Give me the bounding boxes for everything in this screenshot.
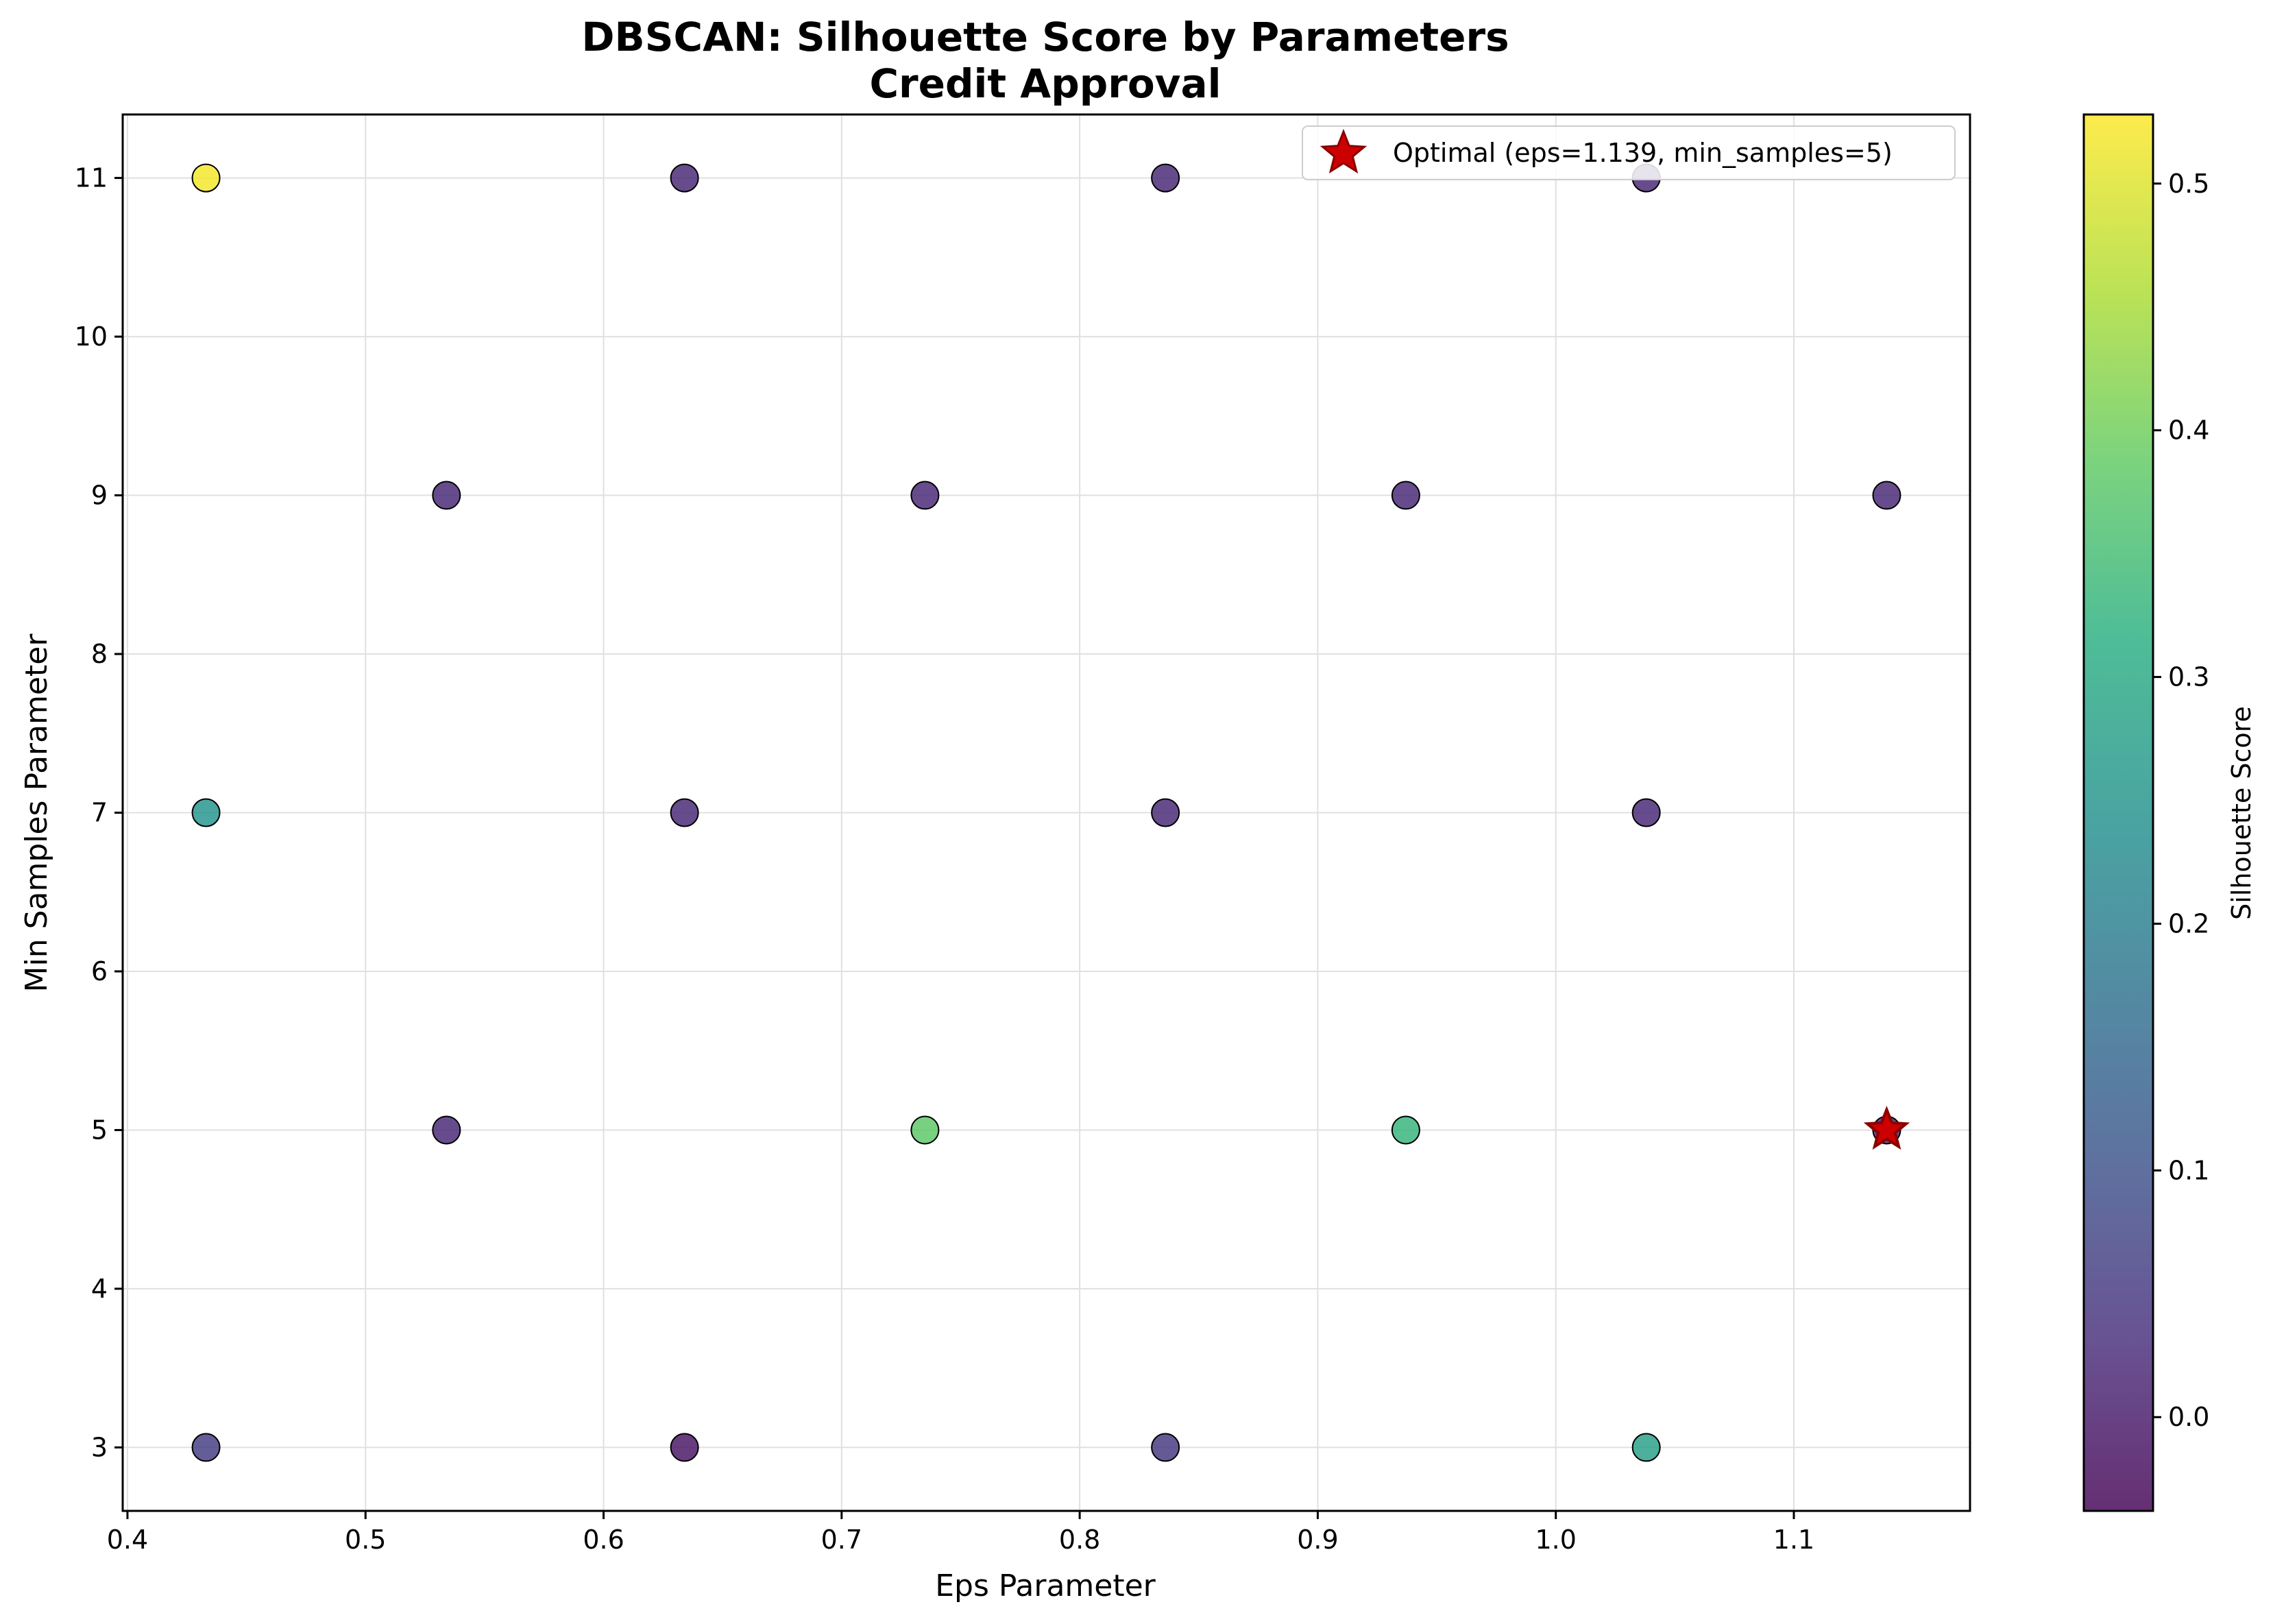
scatter-point [432, 1115, 461, 1145]
y-tick-label: 9 [91, 481, 108, 511]
optimal-star-marker [1863, 1106, 1910, 1150]
colorbar-tick-label: 0.1 [2168, 1155, 2209, 1185]
legend-star-icon [1320, 128, 1368, 174]
x-tick-label: 0.6 [583, 1525, 624, 1555]
y-tick-label: 10 [75, 322, 108, 352]
scatter-point [432, 481, 461, 510]
scatter-point [1391, 1115, 1420, 1145]
x-ticks: 0.4 0.5 0.6 0.7 0.8 0.9 1.0 1.1 [107, 1511, 1814, 1555]
x-tick-label: 0.4 [107, 1525, 148, 1555]
scatter-point [191, 798, 221, 827]
y-tick-label: 4 [91, 1274, 108, 1304]
y-tick-label: 6 [91, 956, 108, 986]
scatter-point [1151, 798, 1180, 827]
scatter-point [670, 163, 699, 193]
colorbar-tick-label: 0.3 [2168, 662, 2209, 692]
x-tick-label: 1.0 [1535, 1525, 1576, 1555]
points-layer [191, 163, 1901, 1462]
scatter-point [191, 163, 221, 193]
y-tick-label: 8 [91, 639, 108, 669]
scatter-point [1391, 481, 1420, 510]
y-ticks: 3 4 5 6 7 8 9 10 11 [75, 163, 123, 1462]
chart-subtitle: Credit Approval [869, 60, 1221, 107]
legend-label-optimal: Optimal (eps=1.139, min_samples=5) [1393, 138, 1893, 168]
colorbar [2082, 113, 2154, 1512]
colorbar-ticks: 0.0 0.1 0.2 0.3 0.4 0.5 [2153, 169, 2209, 1432]
scatter-point [910, 481, 940, 510]
optimal-marker-layer [1863, 1106, 1910, 1150]
scatter-point [1151, 1433, 1180, 1462]
colorbar-tick-label: 0.4 [2168, 415, 2209, 446]
y-axis-label: Min Samples Parameter [19, 633, 54, 993]
scatter-point [670, 798, 699, 827]
colorbar-label: Silhouette Score [2226, 706, 2257, 920]
y-tick-label: 11 [75, 163, 108, 193]
x-tick-label: 0.5 [345, 1525, 386, 1555]
grid-layer [123, 114, 1970, 1511]
legend: Optimal (eps=1.139, min_samples=5) [1302, 125, 1956, 180]
scatter-point [1151, 163, 1180, 193]
scatter-point [191, 1433, 221, 1462]
colorbar-tick-label: 0.5 [2168, 169, 2209, 199]
legend-box [1302, 125, 1956, 180]
y-tick-label: 3 [91, 1432, 108, 1462]
y-tick-label: 7 [91, 798, 108, 828]
x-tick-label: 0.7 [821, 1525, 862, 1555]
scatter-point [670, 1433, 699, 1462]
colorbar-tick-label: 0.2 [2168, 908, 2209, 938]
x-tick-label: 0.9 [1297, 1525, 1338, 1555]
scatter-point [1631, 798, 1661, 827]
colorbar-tick-label: 0.0 [2168, 1402, 2209, 1432]
y-tick-label: 5 [91, 1115, 108, 1145]
x-axis-label: Eps Parameter [935, 1568, 1156, 1603]
scatter-point [1631, 1433, 1661, 1462]
scatter-point [910, 1115, 940, 1145]
x-tick-label: 0.8 [1059, 1525, 1100, 1555]
x-tick-label: 1.1 [1773, 1525, 1814, 1555]
chart-title: DBSCAN: Silhouette Score by Parameters [581, 14, 1509, 60]
scatter-point [1872, 481, 1901, 510]
